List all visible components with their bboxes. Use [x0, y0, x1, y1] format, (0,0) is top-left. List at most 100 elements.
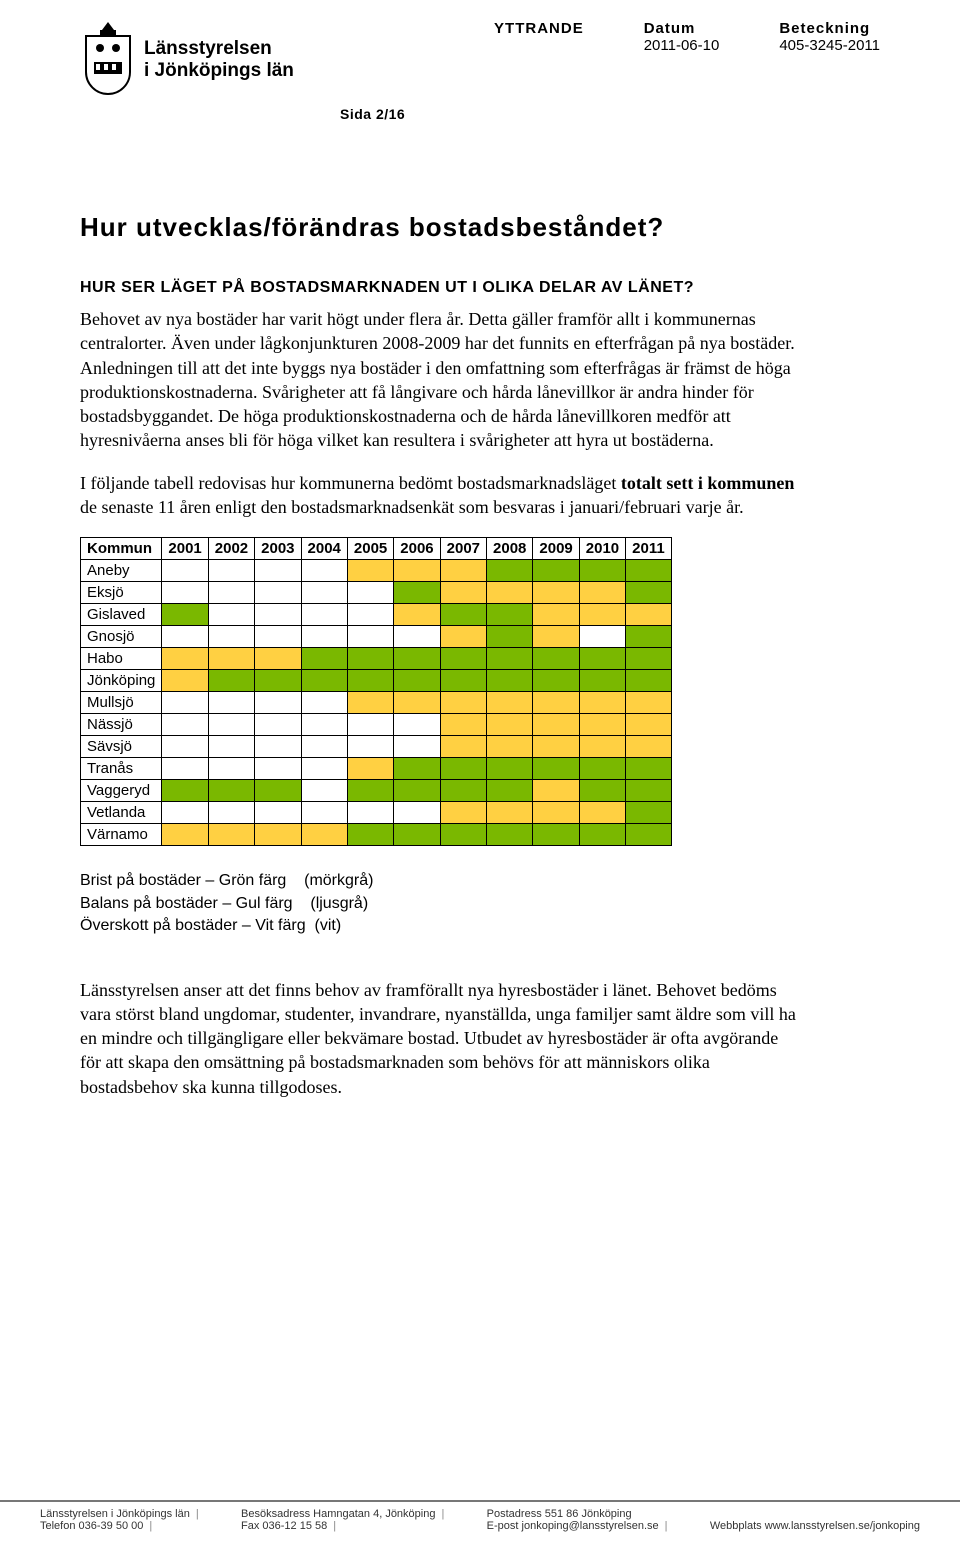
- col-header-year: 2005: [347, 538, 393, 560]
- status-cell: [487, 758, 533, 780]
- status-cell: [394, 780, 440, 802]
- commune-name: Mullsjö: [81, 692, 162, 714]
- status-cell: [162, 780, 208, 802]
- status-cell: [626, 648, 672, 670]
- status-cell: [533, 604, 579, 626]
- status-cell: [255, 692, 301, 714]
- table-row: Eksjö: [81, 582, 672, 604]
- status-cell: [394, 824, 440, 846]
- status-cell: [208, 692, 254, 714]
- status-cell: [487, 780, 533, 802]
- legend-line-1: Brist på bostäder – Grön färg (mörkgrå): [80, 870, 800, 892]
- doc-type-label: YTTRANDE: [494, 20, 584, 37]
- commune-name: Gislaved: [81, 604, 162, 626]
- status-cell: [487, 648, 533, 670]
- status-cell: [255, 670, 301, 692]
- legend: Brist på bostäder – Grön färg (mörkgrå) …: [80, 870, 800, 937]
- table-row: Vaggeryd: [81, 780, 672, 802]
- status-cell: [394, 582, 440, 604]
- status-cell: [208, 560, 254, 582]
- status-cell: [255, 714, 301, 736]
- table-row: Habo: [81, 648, 672, 670]
- status-cell: [162, 604, 208, 626]
- status-cell: [533, 560, 579, 582]
- para2-bold: totalt sett i kommunen: [621, 473, 795, 493]
- datum-value: 2011-06-10: [644, 37, 720, 54]
- status-cell: [394, 648, 440, 670]
- table-row: Gislaved: [81, 604, 672, 626]
- status-cell: [208, 824, 254, 846]
- status-cell: [301, 736, 347, 758]
- para2-b: de senaste 11 åren enligt den bostadsmar…: [80, 497, 744, 517]
- commune-name: Nässjö: [81, 714, 162, 736]
- col-header-year: 2006: [394, 538, 440, 560]
- status-cell: [394, 714, 440, 736]
- status-cell: [162, 670, 208, 692]
- status-cell: [626, 670, 672, 692]
- commune-name: Vetlanda: [81, 802, 162, 824]
- status-cell: [579, 648, 625, 670]
- col-header-year: 2003: [255, 538, 301, 560]
- footer-col-3: Postadress 551 86 Jönköping E-post jonko…: [487, 1508, 674, 1532]
- commune-name: Gnosjö: [81, 626, 162, 648]
- status-cell: [487, 582, 533, 604]
- commune-name: Jönköping: [81, 670, 162, 692]
- status-cell: [533, 802, 579, 824]
- commune-name: Tranås: [81, 758, 162, 780]
- status-cell: [347, 670, 393, 692]
- status-cell: [626, 736, 672, 758]
- commune-name: Vaggeryd: [81, 780, 162, 802]
- status-cell: [440, 604, 486, 626]
- table-row: Tranås: [81, 758, 672, 780]
- sida-line: Sida 2/16: [340, 106, 880, 122]
- paragraph-1: Behovet av nya bostäder har varit högt u…: [80, 307, 800, 453]
- footer-col-1: Länsstyrelsen i Jönköpings län| Telefon …: [40, 1508, 205, 1532]
- status-cell: [255, 736, 301, 758]
- status-cell: [255, 582, 301, 604]
- status-cell: [579, 582, 625, 604]
- status-cell: [394, 692, 440, 714]
- para2-a: I följande tabell redovisas hur kommuner…: [80, 473, 621, 493]
- status-cell: [579, 802, 625, 824]
- status-cell: [394, 560, 440, 582]
- status-cell: [533, 692, 579, 714]
- status-cell: [301, 648, 347, 670]
- status-cell: [579, 626, 625, 648]
- status-cell: [626, 560, 672, 582]
- table-row: Sävsjö: [81, 736, 672, 758]
- status-cell: [440, 626, 486, 648]
- status-cell: [255, 604, 301, 626]
- footer-col-4: Webbplats www.lansstyrelsen.se/jonkoping: [710, 1508, 920, 1532]
- table-row: Aneby: [81, 560, 672, 582]
- status-cell: [394, 758, 440, 780]
- status-cell: [255, 560, 301, 582]
- status-cell: [440, 648, 486, 670]
- status-cell: [440, 758, 486, 780]
- status-cell: [301, 780, 347, 802]
- datum-col: Datum 2011-06-10: [644, 20, 720, 54]
- status-cell: [579, 780, 625, 802]
- status-cell: [487, 626, 533, 648]
- status-cell: [579, 736, 625, 758]
- status-cell: [301, 824, 347, 846]
- status-cell: [579, 758, 625, 780]
- status-cell: [579, 824, 625, 846]
- status-cell: [347, 648, 393, 670]
- status-cell: [394, 736, 440, 758]
- status-cell: [255, 626, 301, 648]
- status-cell: [533, 824, 579, 846]
- table-row: Vetlanda: [81, 802, 672, 824]
- status-cell: [533, 714, 579, 736]
- status-cell: [626, 780, 672, 802]
- status-cell: [394, 604, 440, 626]
- paragraph-3: Länsstyrelsen anser att det finns behov …: [80, 978, 800, 1099]
- main-content: Hur utvecklas/förändras bostadsbeståndet…: [80, 212, 800, 1099]
- status-cell: [626, 824, 672, 846]
- status-cell: [487, 824, 533, 846]
- status-cell: [579, 692, 625, 714]
- status-cell: [162, 560, 208, 582]
- status-cell: [162, 692, 208, 714]
- col-header-year: 2009: [533, 538, 579, 560]
- status-cell: [394, 626, 440, 648]
- table-row: Gnosjö: [81, 626, 672, 648]
